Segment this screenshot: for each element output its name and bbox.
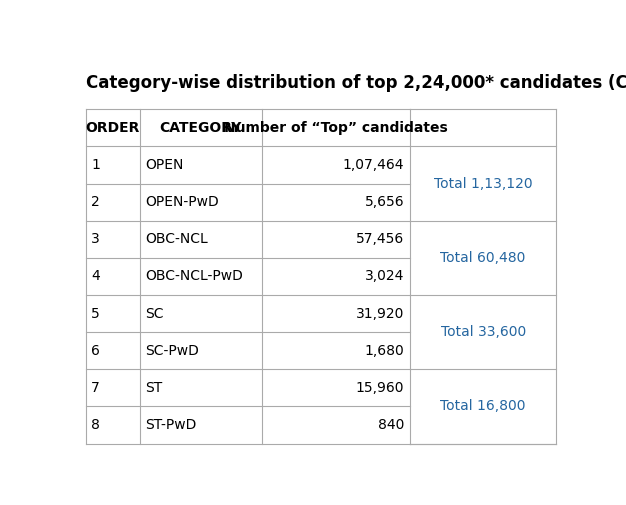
Text: SC: SC — [145, 307, 164, 321]
Text: OPEN: OPEN — [145, 158, 184, 172]
Text: 8: 8 — [91, 418, 100, 432]
Text: 1,07,464: 1,07,464 — [343, 158, 404, 172]
Text: Number of “Top” candidates: Number of “Top” candidates — [224, 121, 448, 135]
Text: Total 16,800: Total 16,800 — [441, 399, 526, 414]
Text: 1,680: 1,680 — [365, 344, 404, 358]
Text: SC-PwD: SC-PwD — [145, 344, 199, 358]
Text: 4: 4 — [91, 269, 100, 283]
Text: ST-PwD: ST-PwD — [145, 418, 197, 432]
Text: 840: 840 — [378, 418, 404, 432]
Text: OBC-NCL-PwD: OBC-NCL-PwD — [145, 269, 244, 283]
Text: 5,656: 5,656 — [365, 195, 404, 209]
Text: 5: 5 — [91, 307, 100, 321]
Text: 6: 6 — [91, 344, 100, 358]
Text: 2: 2 — [91, 195, 100, 209]
Text: Total 60,480: Total 60,480 — [441, 251, 526, 265]
Text: 1: 1 — [91, 158, 100, 172]
Text: 3,024: 3,024 — [365, 269, 404, 283]
Text: Total 1,13,120: Total 1,13,120 — [434, 177, 533, 190]
Text: 15,960: 15,960 — [356, 381, 404, 395]
Text: 3: 3 — [91, 232, 100, 246]
Text: 31,920: 31,920 — [356, 307, 404, 321]
Text: CATEGORY: CATEGORY — [160, 121, 242, 135]
Text: 57,456: 57,456 — [356, 232, 404, 246]
Text: OPEN-PwD: OPEN-PwD — [145, 195, 219, 209]
Text: ORDER: ORDER — [85, 121, 140, 135]
Text: Category-wise distribution of top 2,24,000* candidates (Criterion 1): Category-wise distribution of top 2,24,0… — [86, 74, 626, 92]
Text: OBC-NCL: OBC-NCL — [145, 232, 208, 246]
Text: Total 33,600: Total 33,600 — [441, 325, 526, 339]
Text: 7: 7 — [91, 381, 100, 395]
Text: ST: ST — [145, 381, 163, 395]
